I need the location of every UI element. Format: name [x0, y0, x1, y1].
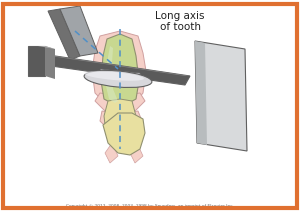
Polygon shape [60, 6, 98, 56]
Polygon shape [105, 143, 118, 163]
Text: Copyright © 2012, 2008, 2003, 1998 by Saunders, an imprint of Elsevier Inc.: Copyright © 2012, 2008, 2003, 1998 by Sa… [66, 204, 234, 208]
Polygon shape [106, 46, 118, 103]
Polygon shape [101, 34, 139, 105]
Text: Long axis
of tooth: Long axis of tooth [155, 11, 205, 32]
Polygon shape [104, 99, 136, 143]
Polygon shape [130, 143, 143, 163]
Polygon shape [195, 41, 207, 145]
Polygon shape [28, 46, 45, 76]
Ellipse shape [84, 70, 152, 88]
Polygon shape [95, 93, 145, 115]
Polygon shape [100, 111, 142, 135]
Polygon shape [195, 41, 247, 151]
Polygon shape [28, 46, 55, 49]
Polygon shape [30, 53, 190, 85]
Polygon shape [45, 46, 55, 79]
Polygon shape [48, 9, 80, 60]
Polygon shape [103, 113, 145, 155]
Polygon shape [100, 69, 142, 83]
Polygon shape [30, 53, 190, 76]
Polygon shape [92, 31, 146, 106]
Ellipse shape [84, 71, 144, 81]
